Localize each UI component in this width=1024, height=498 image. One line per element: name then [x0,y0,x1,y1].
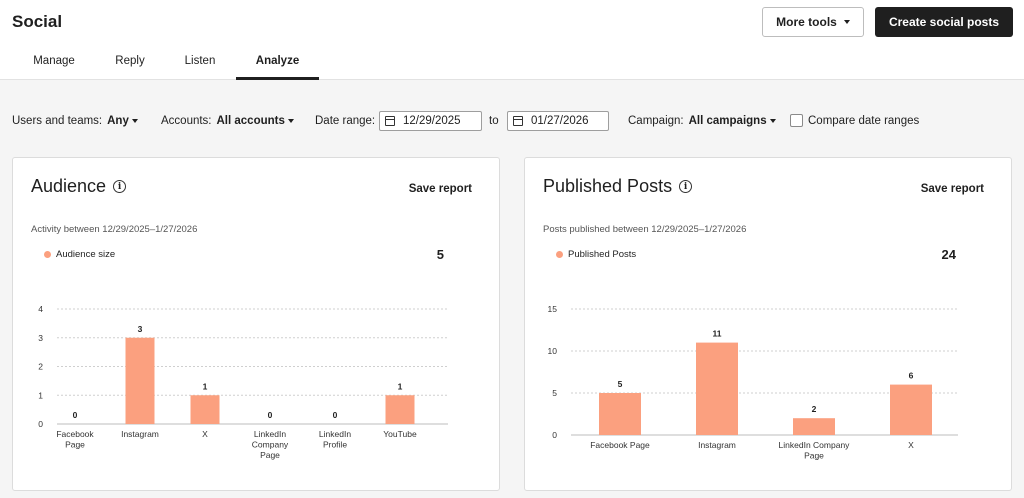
info-icon[interactable]: i [113,180,127,193]
users-teams-filter[interactable]: Users and teams: Any [12,110,138,132]
bar [793,418,835,435]
audience-legend: Audience size [44,249,115,260]
x-tick-label: YouTube [383,429,417,439]
data-label: 2 [812,404,817,414]
published-posts-legend: Published Posts [556,249,636,260]
published-posts-subtitle: Posts published between 12/29/2025–1/27/… [543,224,747,235]
data-label: 0 [268,410,273,420]
audience-title: Audience i [31,176,127,197]
info-icon[interactable]: i [679,180,693,193]
tab-reply[interactable]: Reply [115,55,145,67]
y-tick-label: 0 [38,419,43,429]
calendar-icon [513,116,523,126]
x-tick-label: Instagram [121,429,159,439]
bar [890,384,932,435]
more-tools-label: More tools [776,15,837,29]
y-tick-label: 4 [38,304,43,314]
x-tick-label: Facebook [56,429,94,439]
x-tick-label: LinkedIn [319,429,351,439]
date-from-value: 12/29/2025 [403,115,461,127]
bar [125,337,155,424]
caret-down-icon [287,119,294,123]
caret-down-icon [131,119,138,123]
published-posts-bar-chart: 0 5 10 15 5 Facebook Page 11 Instagram 2 LinkedIn… [548,304,958,461]
published-posts-total: 24 [941,247,956,262]
data-label: 11 [713,329,722,339]
bar [599,393,641,435]
x-tick-label: LinkedIn Company [779,440,851,450]
accounts-value: All accounts [216,115,285,127]
date-from-input[interactable]: 12/29/2025 [379,111,482,131]
date-range-label: Date range: [315,115,376,127]
data-label: 0 [73,410,78,420]
y-tick-label: 1 [38,390,43,400]
data-label: 6 [909,371,914,381]
legend-label: Audience size [56,249,116,260]
y-tick-label: 0 [552,430,557,440]
audience-title-text: Audience [31,176,107,196]
data-label: 1 [398,381,403,391]
audience-total: 5 [436,247,444,262]
legend-dot [44,251,51,258]
data-label: 0 [333,410,338,420]
calendar-icon [385,116,395,126]
y-tick-label: 2 [38,362,43,372]
x-tick-label: Company [252,440,289,450]
y-tick-label: 15 [548,304,558,314]
bar [190,395,220,424]
y-tick-label: 10 [548,346,558,356]
x-tick-label: Instagram [698,440,736,450]
x-tick-label: Page [804,451,824,461]
published-posts-title: Published Posts i [543,176,693,197]
more-tools-button[interactable]: More tools [762,7,864,37]
page-title: Social [12,12,63,31]
accounts-filter[interactable]: Accounts: All accounts [161,110,294,132]
accounts-label: Accounts: [161,115,212,127]
y-tick-label: 3 [38,333,43,343]
save-report-button[interactable]: Save report [408,183,472,195]
save-report-button[interactable]: Save report [920,183,984,195]
tab-manage[interactable]: Manage [33,55,75,67]
date-to-word: to [489,115,499,127]
data-label: 5 [618,379,623,389]
tab-analyze[interactable]: Analyze [236,50,319,80]
x-tick-label: Page [260,450,280,460]
filter-bar: Users and teams: Any Accounts: All accou… [0,110,1024,132]
users-teams-label: Users and teams: [12,115,103,127]
bar [696,342,738,435]
data-label: 1 [203,381,208,391]
published-posts-card: Published Posts i Save report Posts publ… [524,157,1012,491]
x-tick-label: X [908,440,914,450]
compare-date-ranges-checkbox[interactable] [790,114,803,127]
audience-card: Audience i Save report Activity between … [12,157,500,491]
x-tick-label: X [202,429,208,439]
published-posts-title-text: Published Posts [543,176,673,196]
users-teams-value: Any [107,115,129,127]
tab-listen[interactable]: Listen [184,55,216,67]
campaign-value: All campaigns [688,115,767,127]
legend-label: Published Posts [568,249,637,260]
caret-down-icon [769,119,776,123]
date-to-input[interactable]: 01/27/2026 [507,111,609,131]
x-tick-label: Profile [323,440,347,450]
create-social-posts-button[interactable]: Create social posts [875,7,1013,37]
x-tick-label: LinkedIn [254,429,286,439]
top-header: Social More tools Create social posts Ma… [0,0,1024,80]
campaign-filter[interactable]: Campaign: All campaigns [628,110,776,132]
caret-down-icon [843,20,850,24]
bar [385,395,415,424]
campaign-label: Campaign: [628,115,684,127]
x-tick-label: Facebook Page [590,440,650,450]
audience-subtitle: Activity between 12/29/2025–1/27/2026 [31,224,198,235]
x-tick-label: Page [65,440,85,450]
audience-bar-chart: 012340FacebookPage3Instagram1X0LinkedInC… [38,304,448,460]
y-tick-label: 5 [552,388,557,398]
compare-date-ranges-label: Compare date ranges [808,115,920,127]
date-to-value: 01/27/2026 [531,115,589,127]
legend-dot [556,251,563,258]
data-label: 3 [138,324,143,334]
